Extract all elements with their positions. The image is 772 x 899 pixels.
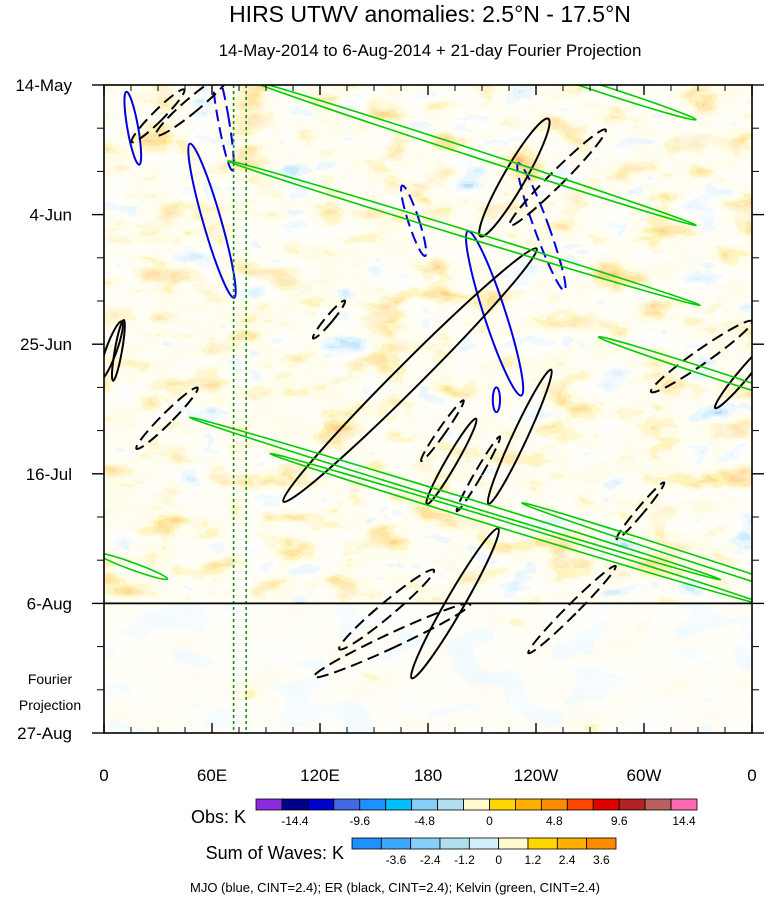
er-contour	[154, 85, 234, 137]
kelvin-contour	[104, 552, 169, 581]
x-tick-label: 120W	[514, 766, 558, 785]
er-contour	[311, 299, 347, 340]
colorbar-swatch	[351, 837, 382, 850]
obs-colorbar: -14.4 -9.6 -4.8 0 4.8 9.6 14.4	[255, 798, 698, 828]
x-tick-label: 0	[747, 766, 756, 785]
kelvin-contour	[521, 502, 752, 619]
obs-scale-label: Obs: K	[191, 807, 246, 827]
colorbar-swatch	[385, 798, 413, 811]
y-axis: 14-May 4-Jun 25-Jun 16-Jul 6-Aug 27-Aug	[15, 76, 764, 743]
kelvin-contour	[249, 85, 697, 227]
colorbar-swatch	[380, 837, 412, 850]
projection-field	[104, 603, 752, 733]
er-contour	[615, 481, 666, 541]
er-contour	[649, 319, 752, 394]
er-contour	[419, 399, 465, 463]
y-tick-label: 14-May	[15, 76, 72, 95]
colorbar-label: 1.2	[525, 853, 542, 867]
x-tick-label: 120E	[300, 766, 340, 785]
colorbar-swatch	[489, 798, 516, 811]
y-tick-label: 25-Jun	[20, 335, 72, 354]
er-contour	[130, 88, 186, 144]
colorbar-label: -9.6	[349, 814, 370, 828]
colorbar-label: 0	[486, 814, 493, 828]
er-contour	[110, 318, 126, 382]
x-tick-label: 60E	[197, 766, 227, 785]
projection-label-line2: Projection	[19, 697, 81, 713]
colorbar-swatch	[463, 798, 490, 811]
kelvin-contour	[519, 85, 697, 121]
colorbar-label: -14.4	[281, 814, 309, 828]
colorbar-label: 14.4	[672, 814, 696, 828]
colorbar-swatch	[586, 837, 617, 850]
colorbar-swatch	[644, 798, 672, 811]
colorbar-label: 3.6	[593, 853, 610, 867]
chart-title: HIRS UTWV anomalies: 2.5°N - 17.5°N	[229, 1, 631, 27]
plot-area	[104, 85, 752, 733]
colorbar-label: 0	[495, 853, 502, 867]
colorbar-swatch	[411, 798, 438, 811]
mjo-contour	[210, 85, 235, 172]
er-contour	[713, 340, 752, 410]
er-contour	[338, 568, 436, 651]
kelvin-contour	[597, 335, 752, 415]
colorbar-swatch	[410, 837, 441, 850]
mjo-contour	[400, 184, 428, 258]
projection-label-line1: Fourier	[28, 671, 73, 687]
reference-lines	[232, 85, 247, 733]
colorbar-swatch	[566, 798, 594, 811]
colorbar-label: 2.4	[559, 853, 576, 867]
y-tick-label: 16-Jul	[26, 465, 72, 484]
colorbar-label: -1.2	[454, 853, 475, 867]
er-contour	[486, 368, 553, 505]
colorbar-label: 4.8	[546, 814, 563, 828]
x-tick-label: 60W	[627, 766, 662, 785]
colorbar-swatch	[527, 837, 558, 850]
colorbar-swatch	[255, 798, 283, 811]
x-axis: 0 60E 120E 180 120W 60W 0	[99, 85, 757, 785]
colorbar-label: 9.6	[611, 814, 628, 828]
kelvin-contour	[269, 452, 752, 607]
colorbar-swatch	[670, 798, 698, 811]
colorbar-swatch	[515, 798, 542, 811]
kelvin-contour	[188, 416, 722, 581]
colorbar-swatch	[468, 837, 500, 850]
colorbar-swatch	[556, 837, 588, 850]
colorbar-label: -3.6	[386, 853, 407, 867]
er-contour	[282, 247, 538, 503]
y-tick-label: 27-Aug	[17, 724, 72, 743]
er-contour	[527, 564, 617, 655]
x-tick-label: 0	[99, 766, 108, 785]
colorbar-swatch	[540, 798, 568, 811]
obs-anomaly-field	[104, 85, 752, 605]
colorbar-swatch	[437, 798, 464, 811]
waves-colorbar: -3.6 -2.4 -1.2 0 1.2 2.4 3.6	[351, 837, 617, 867]
wave-contours	[104, 85, 752, 680]
colorbar-swatch	[359, 798, 387, 811]
colorbar-swatch	[439, 837, 470, 850]
colorbar-swatch	[307, 798, 335, 811]
er-contour	[478, 117, 551, 238]
mjo-contour	[123, 90, 143, 166]
y-tick-label: 6-Aug	[27, 594, 72, 613]
colorbar-swatch	[498, 837, 529, 850]
kelvin-contour	[227, 160, 701, 307]
x-tick-label: 180	[414, 766, 442, 785]
waves-scale-label: Sum of Waves: K	[206, 843, 344, 863]
y-tick-label: 4-Jun	[29, 206, 72, 225]
mjo-contour	[491, 386, 501, 414]
colorbar-swatch	[618, 798, 646, 811]
chart-subtitle: 14-May-2014 to 6-Aug-2014 + 21-day Fouri…	[219, 41, 642, 60]
er-contour	[410, 527, 500, 680]
colorbar-swatch	[592, 798, 620, 811]
caption: MJO (blue, CINT=2.4); ER (black, CINT=2.…	[190, 880, 600, 895]
colorbar-swatch	[333, 798, 361, 811]
er-contour	[508, 128, 607, 227]
colorbar-label: -2.4	[420, 853, 441, 867]
colorbar-label: -4.8	[414, 814, 435, 828]
colorbar-swatch	[281, 798, 309, 811]
